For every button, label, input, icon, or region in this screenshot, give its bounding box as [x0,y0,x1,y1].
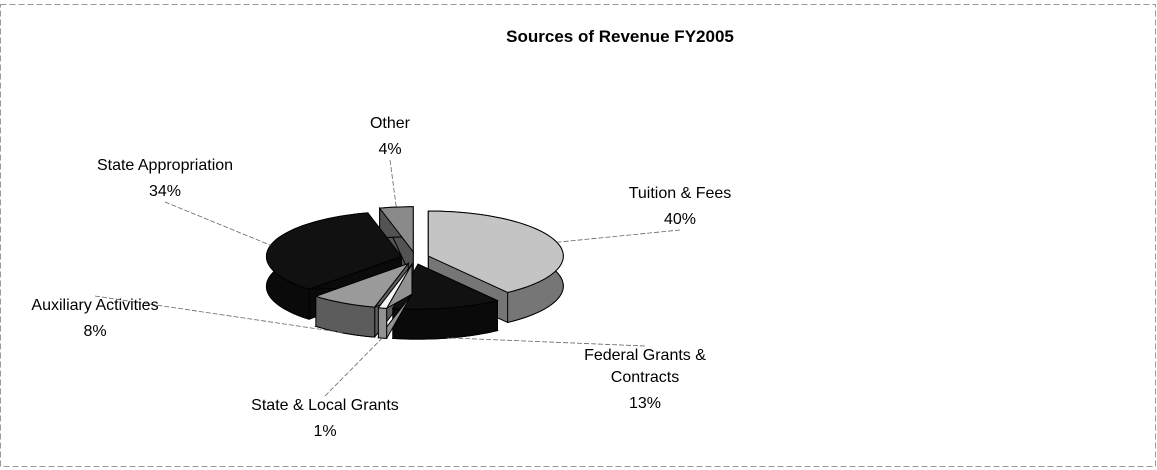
slice-label: Tuition & Fees [629,185,732,202]
chart-title: Sources of Revenue FY2005 [506,27,734,46]
leader-line [389,159,397,208]
slice-label: Other [370,115,411,132]
slice-label: Federal Grants & Contracts [584,347,706,386]
slice-label: State & Local Grants [251,397,399,414]
slice-label: State Appropriation [97,157,233,174]
value-label: 8% [83,323,106,340]
slice [377,263,413,309]
leader-line [447,337,646,347]
label-line: Contracts [611,369,679,386]
label-line: Federal Grants & [584,347,706,364]
value-label: 1% [313,423,336,440]
slice-side [377,307,388,339]
slice [391,263,499,310]
value-label: 40% [664,211,696,228]
slice [378,206,414,254]
value-label: 13% [629,395,661,412]
value-label: 34% [149,183,181,200]
chart-border [0,4,1156,467]
value-label: 4% [378,141,401,158]
leader-line [164,201,271,246]
slice-label: Auxiliary Activities [31,297,158,314]
slice [314,262,410,308]
